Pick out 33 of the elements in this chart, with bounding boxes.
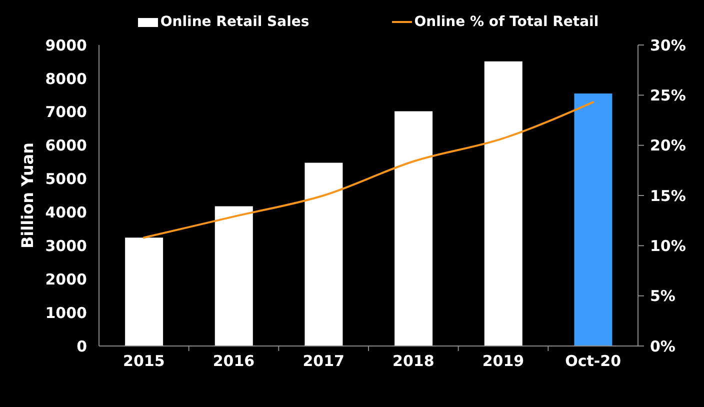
bar — [214, 206, 253, 346]
y2-tick-label: 15% — [650, 186, 686, 205]
x-tick-label: 2017 — [302, 352, 344, 370]
x-tick-label: Oct-20 — [565, 352, 622, 370]
y2-tick-label: 25% — [650, 86, 686, 104]
x-tick-label: 2018 — [392, 352, 434, 370]
y-tick-label: 4000 — [45, 204, 87, 222]
y2-tick-label: 20% — [650, 136, 686, 155]
bar — [484, 61, 522, 346]
bar — [125, 238, 164, 346]
y-tick-label: 0 — [76, 337, 87, 356]
y-tick-label: 7000 — [45, 103, 87, 122]
y-tick-label: 2000 — [45, 270, 87, 288]
y-tick-label: 5000 — [45, 170, 87, 188]
y-tick-label: 6000 — [45, 136, 87, 155]
x-tick-label: 2016 — [212, 352, 255, 370]
bar — [574, 93, 612, 346]
bar — [394, 111, 433, 346]
legend-label: Online % of Total Retail — [414, 14, 599, 30]
legend-label: Online Retail Sales — [160, 14, 310, 30]
y-tick-label: 9000 — [45, 36, 87, 54]
y-tick-label: 1000 — [45, 304, 87, 322]
line-series — [142, 101, 594, 239]
y2-tick-label: 5% — [650, 287, 676, 306]
y2-tick-label: 10% — [650, 236, 686, 255]
y-tick-label: 8000 — [45, 70, 87, 88]
x-tick-label: 2019 — [482, 352, 524, 370]
x-tick-label: 2015 — [123, 352, 165, 370]
y-axis-title: Billion Yuan — [18, 142, 36, 249]
bar — [304, 162, 343, 346]
y2-tick-label: 0% — [650, 337, 676, 356]
y-tick-label: 3000 — [45, 236, 87, 255]
y2-tick-label: 30% — [650, 36, 686, 54]
